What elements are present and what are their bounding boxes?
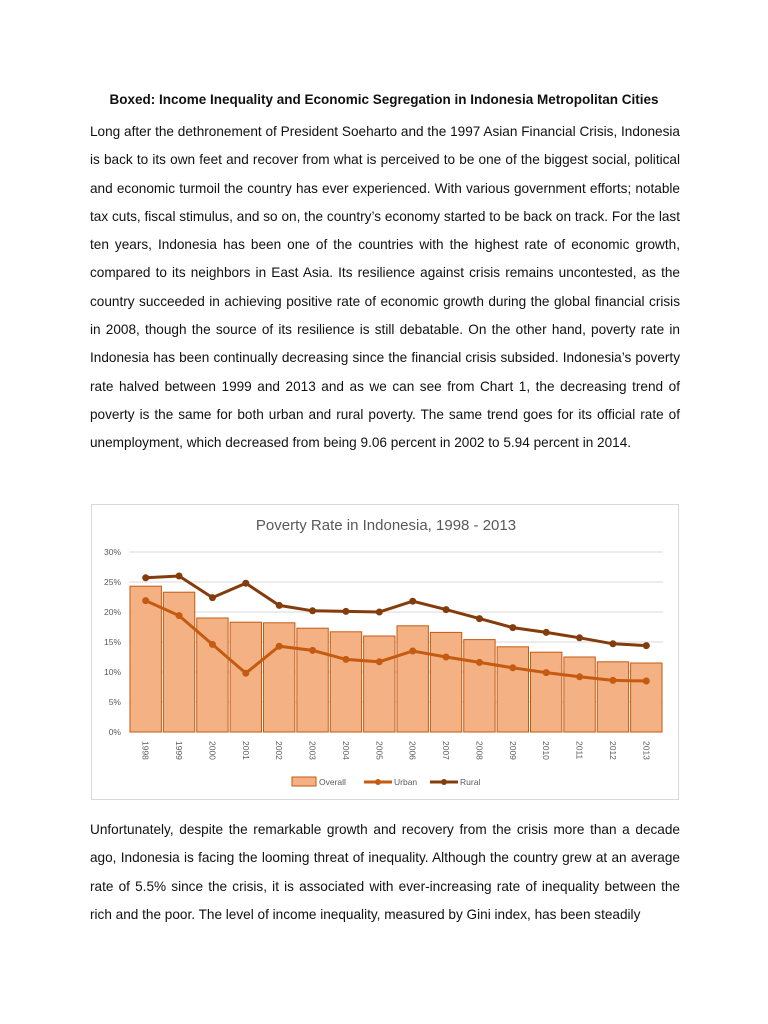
line-urban bbox=[145, 599, 647, 683]
bar-overall bbox=[263, 622, 296, 733]
bar-overall bbox=[596, 661, 630, 733]
y-tick-label: 15% bbox=[104, 637, 121, 647]
x-tick-label: 2005 bbox=[374, 741, 384, 760]
legend-label-overall: Overall bbox=[319, 777, 346, 787]
x-tick-label: 2013 bbox=[641, 741, 651, 760]
point-rural bbox=[542, 628, 550, 636]
point-urban bbox=[275, 642, 283, 650]
bar-overall bbox=[129, 585, 162, 733]
paragraph-inequality: Unfortunately, despite the remarkable gr… bbox=[90, 822, 680, 922]
bar-overall bbox=[329, 631, 363, 733]
x-tick-label: 1998 bbox=[141, 741, 151, 760]
point-rural bbox=[309, 607, 317, 615]
paragraph-intro: Long after the dethronement of President… bbox=[90, 124, 680, 451]
bar-overall bbox=[463, 639, 496, 733]
line-rural bbox=[145, 574, 647, 648]
x-tick-label: 2004 bbox=[341, 741, 351, 760]
point-urban bbox=[442, 653, 450, 661]
x-tick-label: 2011 bbox=[575, 741, 585, 760]
x-tick-label: 2012 bbox=[608, 741, 618, 760]
point-urban bbox=[576, 673, 584, 681]
point-urban bbox=[509, 664, 517, 672]
x-tick-label: 2001 bbox=[241, 741, 251, 760]
point-urban bbox=[242, 669, 250, 677]
bar-overall bbox=[396, 625, 429, 733]
x-tick-label: 2002 bbox=[274, 741, 284, 760]
y-tick-label: 30% bbox=[104, 547, 121, 557]
point-rural bbox=[609, 640, 617, 648]
bar-overall bbox=[630, 662, 663, 733]
point-urban bbox=[175, 612, 183, 620]
point-rural bbox=[242, 579, 250, 587]
x-tick-label: 2007 bbox=[441, 741, 451, 760]
legend-marker-rural bbox=[441, 779, 447, 785]
legend-label-rural: Rural bbox=[460, 777, 480, 787]
point-rural bbox=[342, 607, 350, 615]
legend-marker-urban bbox=[375, 779, 381, 785]
point-rural bbox=[509, 624, 517, 632]
point-rural bbox=[275, 601, 283, 609]
x-tick-label: 2009 bbox=[508, 741, 518, 760]
x-tick-label: 2010 bbox=[541, 741, 551, 760]
y-tick-label: 5% bbox=[109, 697, 122, 707]
bar-overall bbox=[296, 627, 329, 733]
point-urban bbox=[208, 640, 216, 648]
legend-swatch-overall bbox=[291, 776, 317, 787]
y-tick-label: 0% bbox=[109, 727, 122, 737]
point-urban bbox=[642, 677, 650, 685]
point-rural bbox=[475, 615, 483, 623]
chart-svg: Poverty Rate in Indonesia, 1998 - 2013 0%… bbox=[104, 517, 663, 787]
point-rural bbox=[375, 608, 383, 616]
point-urban bbox=[375, 658, 383, 666]
point-urban bbox=[342, 655, 350, 663]
bar-overall bbox=[229, 621, 262, 733]
point-urban bbox=[142, 597, 150, 605]
bar-overall bbox=[530, 651, 563, 733]
point-rural bbox=[142, 574, 150, 582]
y-tick-label: 25% bbox=[104, 577, 121, 587]
point-rural bbox=[642, 642, 650, 650]
x-tick-label: 2003 bbox=[308, 741, 318, 760]
point-urban bbox=[475, 658, 483, 666]
chart-title: Poverty Rate in Indonesia, 1998 - 2013 bbox=[256, 517, 516, 534]
point-urban bbox=[309, 646, 317, 654]
point-rural bbox=[576, 634, 584, 642]
section-heading: Boxed: Income Inequality and Economic Se… bbox=[109, 92, 659, 107]
point-rural bbox=[208, 594, 216, 602]
point-urban bbox=[542, 669, 550, 677]
x-tick-label: 2000 bbox=[207, 741, 217, 760]
y-tick-label: 10% bbox=[104, 667, 121, 677]
point-rural bbox=[409, 597, 417, 605]
bar-overall bbox=[429, 631, 463, 733]
x-tick-label: 2006 bbox=[408, 741, 418, 760]
bar-overall bbox=[563, 656, 596, 733]
bar-overall bbox=[363, 635, 396, 733]
x-tick-label: 2008 bbox=[474, 741, 484, 760]
poverty-rate-chart: Poverty Rate in Indonesia, 1998 - 2013 0%… bbox=[91, 504, 679, 800]
y-tick-label: 20% bbox=[104, 607, 121, 617]
point-urban bbox=[409, 647, 417, 655]
point-rural bbox=[442, 606, 450, 614]
bar-overall bbox=[496, 646, 529, 733]
point-rural bbox=[175, 572, 183, 580]
x-tick-label: 1999 bbox=[174, 741, 184, 760]
point-urban bbox=[609, 676, 617, 684]
legend-label-urban: Urban bbox=[394, 777, 417, 787]
